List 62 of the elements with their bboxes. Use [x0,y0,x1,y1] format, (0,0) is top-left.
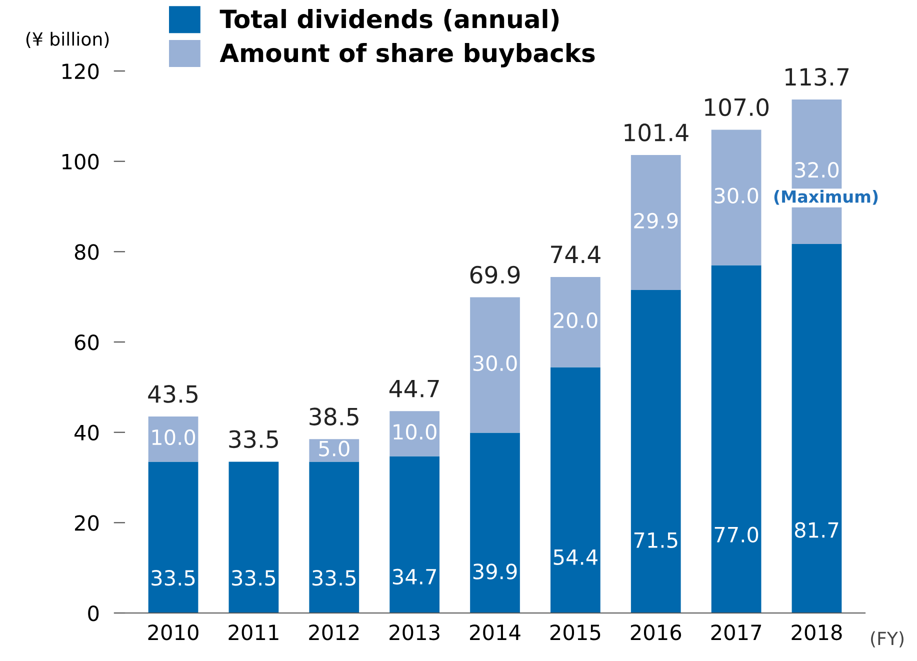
total-label: 107.0 [705,98,769,116]
data-label: 54.4 [554,550,598,565]
bar [470,432,520,613]
y-tick-label: 0 [88,605,99,622]
bar [550,367,600,613]
x-tick-label: 2017 [711,624,762,640]
total-label: 113.7 [786,68,849,86]
data-label: 39.9 [473,564,517,580]
y-tick-label: 120 [62,63,99,80]
bar [148,416,198,462]
bar [309,462,360,613]
x-tick-label: 2015 [550,624,600,640]
data-label: 29.9 [634,212,678,229]
total-label: 69.9 [470,266,520,284]
bar [711,265,762,613]
legend-label: Amount of share buybacks [220,42,595,68]
x-tick-label: 2018 [792,624,842,640]
bar [228,462,279,613]
x-tick-label: 2010 [148,624,198,640]
total-label: 101.4 [624,124,688,142]
bar [390,456,440,613]
bar [470,297,520,433]
data-label: 10.0 [394,424,436,440]
data-label: 33.5 [232,570,276,586]
data-label: 33.5 [152,570,195,586]
data-label: 30.0 [473,355,517,372]
x-tick-label: 2014 [470,624,520,640]
bar [550,276,600,368]
data-label: 32.0 [795,162,839,178]
y-tick-label: 80 [74,244,99,260]
data-label: 77.0 [714,526,758,543]
x-tick-label: 2012 [309,624,359,640]
bar [630,290,681,613]
bar [148,462,198,613]
bar [630,155,681,290]
bar [711,130,762,266]
y-tick-label: 100 [62,154,99,170]
data-label: 34.7 [392,568,436,585]
data-label: 81.7 [794,522,838,538]
x-tick-label: 2013 [390,624,440,640]
total-label: 33.5 [229,430,278,448]
bar [792,244,842,613]
data-label: 71.5 [634,532,678,548]
legend-label: Total dividends (annual) [220,9,559,32]
data-label: 20.0 [554,312,598,328]
y-tick-label: 20 [75,515,99,531]
data-label: 10.0 [152,429,196,446]
y-axis-title: (¥ billion) [26,32,109,48]
bar [390,411,440,456]
y-tick-label: 60 [74,334,99,350]
annotation: (Maximum) [774,190,878,205]
x-tick-label: 2011 [228,624,278,640]
y-tick-label: 40 [74,424,99,441]
total-label: 38.5 [310,408,358,426]
total-label: 74.4 [551,246,600,264]
data-label: 33.5 [312,570,356,586]
total-label: 43.5 [148,385,198,403]
text: (FY) [871,631,904,648]
total-label: 44.7 [389,380,439,398]
x-tick-label: 2016 [630,624,682,640]
data-label: 5.0 [319,440,350,456]
data-label: 30.0 [714,188,758,204]
